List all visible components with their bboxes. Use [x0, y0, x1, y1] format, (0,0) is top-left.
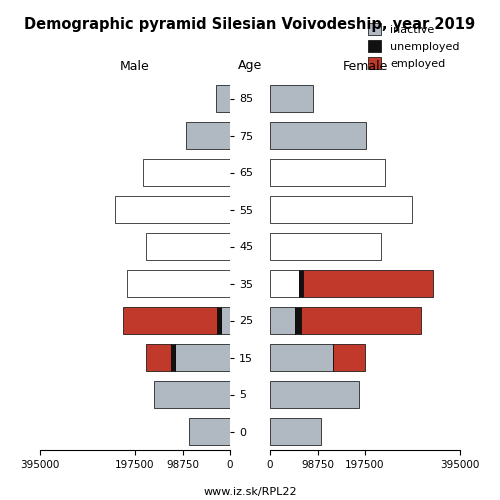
Bar	[270, 380, 359, 408]
Text: www.iz.sk/RPL22: www.iz.sk/RPL22	[203, 488, 297, 498]
Bar	[114, 196, 230, 224]
Bar	[270, 270, 299, 297]
Bar	[301, 306, 421, 334]
Bar	[270, 158, 386, 186]
Bar	[144, 158, 230, 186]
Bar	[222, 306, 230, 334]
Bar	[270, 418, 320, 446]
Bar	[186, 122, 230, 150]
Bar	[270, 84, 314, 112]
Bar	[303, 270, 433, 297]
Bar	[217, 306, 222, 334]
Bar	[270, 122, 366, 150]
Bar	[332, 344, 365, 371]
Bar	[146, 344, 171, 371]
Bar	[270, 196, 412, 224]
Bar	[174, 344, 230, 371]
Legend: inactive, unemployed, employed: inactive, unemployed, employed	[364, 19, 464, 74]
Text: Female: Female	[342, 60, 388, 72]
Bar	[189, 418, 230, 446]
Bar	[216, 84, 230, 112]
Bar	[299, 270, 303, 297]
Bar	[171, 344, 174, 371]
Bar	[146, 232, 230, 260]
Text: Male: Male	[120, 60, 150, 72]
Text: Demographic pyramid Silesian Voivodeship, year 2019: Demographic pyramid Silesian Voivodeship…	[24, 18, 475, 32]
Bar	[154, 380, 230, 408]
Bar	[126, 270, 230, 297]
Text: Age: Age	[238, 60, 262, 72]
Bar	[123, 306, 217, 334]
Bar	[270, 306, 295, 334]
Bar	[270, 232, 380, 260]
Bar	[295, 306, 301, 334]
Bar	[270, 344, 332, 371]
